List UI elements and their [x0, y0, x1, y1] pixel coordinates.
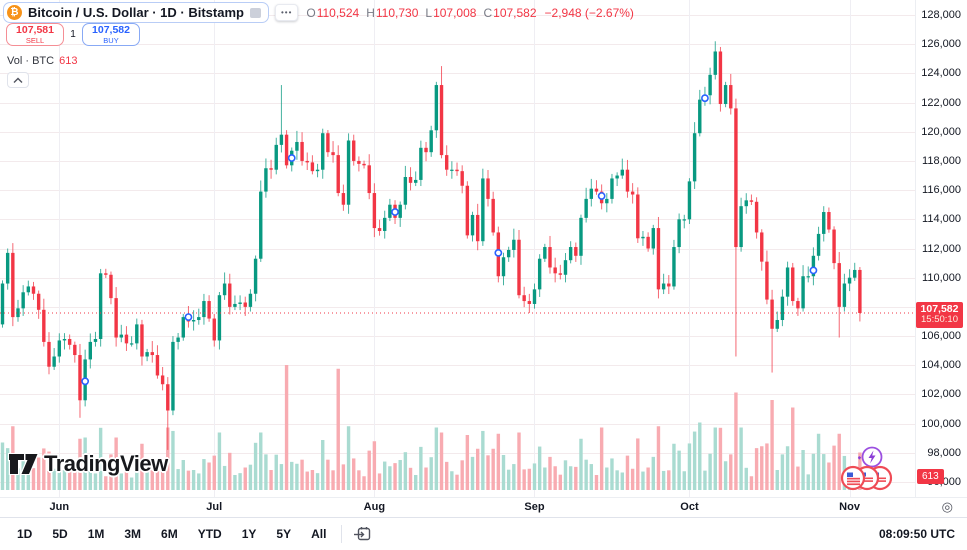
boost-badge[interactable]: [855, 444, 885, 475]
current-price-value: 107,582: [920, 302, 959, 315]
high-value: 110,730: [375, 5, 419, 20]
gear-icon[interactable]: ◎: [941, 499, 953, 514]
more-options-button[interactable]: •••: [274, 4, 299, 21]
date-range-buttons: 1D 5D 1M 3M 6M YTD 1Y 5Y All: [10, 523, 333, 545]
month-label-jul: Jul: [206, 501, 223, 513]
range-button-5y[interactable]: 5Y: [276, 527, 292, 541]
price-axis[interactable]: 107,582 15:50:10 613 128,000 126,000 124,0…: [915, 0, 967, 497]
volume-indicator-row: Vol · BTC 613: [7, 55, 77, 67]
price-tick-label: 98,000: [927, 446, 961, 459]
price-tick-label: 122,000: [921, 96, 961, 109]
price-tick-label: 114,000: [922, 213, 961, 226]
candlestick-chart[interactable]: [0, 0, 915, 497]
price-tick-label: 110,000: [922, 271, 961, 284]
month-label-oct: Oct: [680, 501, 699, 513]
trade-panel: 107,581 SELL 1 107,582 BUY: [6, 23, 140, 46]
sell-label: SELL: [25, 36, 45, 45]
chart-area[interactable]: ₿ Bitcoin / U.S. Dollar · 1D · Bitstamp …: [0, 0, 915, 497]
flag-coins-badge[interactable]: [840, 464, 898, 497]
range-button-3m[interactable]: 3M: [124, 527, 142, 541]
toolbar-divider: [341, 525, 343, 543]
month-label-jun: Jun: [49, 501, 70, 513]
price-tick-label: 106,000: [921, 330, 961, 343]
timezone-button[interactable]: 08:09:50 UTC: [878, 527, 955, 541]
open-key: O: [306, 5, 316, 20]
price-tick-label: 128,000: [921, 9, 961, 21]
tradingview-watermark[interactable]: TradingView: [8, 451, 168, 477]
time-axis[interactable]: ◎ Jun Jul Aug Sep Oct Nov: [0, 497, 967, 517]
gridlines: [0, 0, 915, 497]
month-label-nov: Nov: [839, 501, 860, 513]
change-value: −2,948 (−2.67%): [544, 5, 634, 20]
tradingview-logo-icon: [8, 453, 39, 475]
range-button-1m[interactable]: 1M: [87, 527, 105, 541]
flag-icon[interactable]: [249, 7, 261, 18]
symbol-button[interactable]: ₿ Bitcoin / U.S. Dollar · 1D · Bitstamp: [3, 2, 269, 23]
collapse-panel-button[interactable]: [7, 72, 29, 88]
usa-coins-icon: [840, 465, 893, 491]
lightning-icon: [857, 446, 883, 468]
volume-axis-badge: 613: [917, 469, 944, 484]
sell-button[interactable]: 107,581 SELL: [6, 23, 64, 46]
month-label-aug: Aug: [363, 501, 386, 513]
price-tick-label: 120,000: [921, 125, 961, 138]
calendar-icon: [353, 527, 371, 541]
low-key: L: [425, 5, 433, 20]
buy-price: 107,582: [92, 23, 130, 36]
bottom-toolbar: 1D 5D 1M 3M 6M YTD 1Y 5Y All 08:09:50 UTC: [0, 517, 967, 550]
symbol-title: Bitcoin / U.S. Dollar · 1D · Bitstamp: [28, 5, 244, 20]
month-label-sep: Sep: [524, 501, 545, 513]
price-tick-label: 102,000: [921, 388, 961, 401]
buy-label: BUY: [103, 36, 119, 45]
candle-bodies: [0, 51, 862, 411]
ohlc-row: O110,524 H110,730 L107,008 C107,582 −2,9…: [306, 6, 634, 20]
price-tick-label: 124,000: [921, 67, 961, 80]
range-button-all[interactable]: All: [311, 527, 327, 541]
go-to-date-button[interactable]: [350, 523, 374, 545]
close-key: C: [483, 5, 493, 20]
range-button-5d[interactable]: 5D: [52, 527, 68, 541]
current-price-label: 107,582 15:50:10: [916, 301, 963, 328]
volume-indicator-label: Vol · BTC: [7, 55, 55, 67]
open-value: 110,524: [316, 5, 360, 20]
high-key: H: [366, 5, 375, 20]
buy-button[interactable]: 107,582 BUY: [82, 23, 140, 46]
price-tick-label: 126,000: [921, 38, 961, 51]
sell-price: 107,581: [16, 23, 54, 36]
range-button-1y[interactable]: 1Y: [241, 527, 257, 541]
event-markers: [81, 94, 818, 386]
range-button-6m[interactable]: 6M: [161, 527, 178, 541]
close-value: 107,582: [493, 5, 537, 20]
bar-countdown: 15:50:10: [921, 314, 958, 326]
range-button-ytd[interactable]: YTD: [197, 527, 222, 541]
low-value: 107,008: [433, 5, 477, 20]
price-tick-label: 112,000: [922, 242, 961, 255]
price-tick-label: 104,000: [921, 359, 961, 372]
chevron-up-icon: [13, 77, 23, 83]
volume-indicator-value: 613: [59, 55, 78, 67]
watermark-text: TradingView: [44, 451, 168, 476]
bitcoin-icon: ₿: [7, 5, 22, 20]
price-tick-label: 100,000: [921, 417, 961, 430]
price-tick-label: 118,000: [922, 154, 961, 167]
spread-value: 1: [70, 29, 76, 40]
symbol-header: ₿ Bitcoin / U.S. Dollar · 1D · Bitstamp …: [3, 2, 634, 23]
price-tick-label: 116,000: [922, 184, 961, 197]
range-button-1d[interactable]: 1D: [17, 527, 33, 541]
